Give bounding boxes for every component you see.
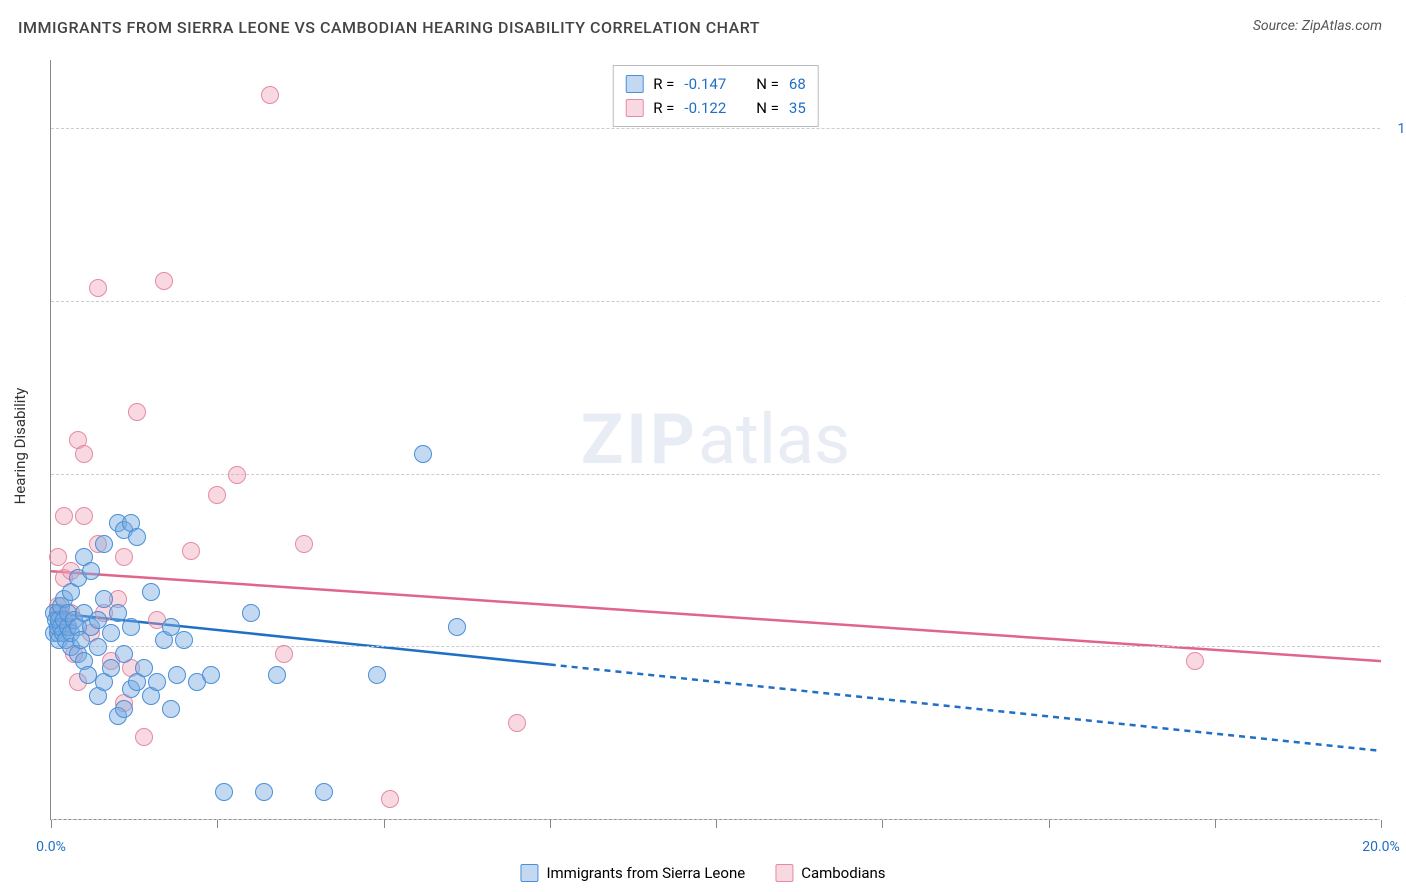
point-series-a — [448, 618, 466, 636]
x-tick — [51, 820, 52, 828]
legend-item-series-b: Cambodians — [775, 864, 885, 882]
scatter-plot-area: ZIPatlas R = -0.147 N = 68 R = -0.122 N … — [50, 60, 1380, 820]
source-label: Source: — [1253, 18, 1302, 34]
point-series-a — [168, 666, 186, 684]
point-series-a — [255, 783, 273, 801]
point-series-b — [208, 486, 226, 504]
x-tick-label: 20.0% — [1362, 839, 1400, 855]
point-series-a — [95, 535, 113, 553]
point-series-b — [381, 790, 399, 808]
x-tick-label: 0.0% — [36, 839, 66, 855]
point-series-a — [368, 666, 386, 684]
point-series-a — [162, 700, 180, 718]
point-series-a — [202, 666, 220, 684]
point-series-b — [228, 466, 246, 484]
point-series-a — [142, 583, 160, 601]
point-series-a — [102, 624, 120, 642]
series-legend: Immigrants from Sierra Leone Cambodians — [520, 864, 885, 882]
point-series-b — [295, 535, 313, 553]
swatch-series-a — [520, 864, 538, 882]
point-series-b — [508, 714, 526, 732]
point-series-b — [155, 272, 173, 290]
point-series-a — [79, 666, 97, 684]
swatch-series-b — [775, 864, 793, 882]
point-series-b — [1186, 652, 1204, 670]
point-series-a — [115, 700, 133, 718]
point-series-a — [128, 528, 146, 546]
x-tick — [882, 820, 883, 828]
point-series-a — [242, 604, 260, 622]
point-series-b — [75, 445, 93, 463]
point-series-a — [215, 783, 233, 801]
chart-title: IMMIGRANTS FROM SIERRA LEONE VS CAMBODIA… — [18, 18, 760, 37]
point-series-a — [148, 673, 166, 691]
point-series-b — [89, 279, 107, 297]
grid-line — [51, 128, 1380, 129]
grid-line — [51, 646, 1380, 647]
point-series-b — [182, 542, 200, 560]
x-tick — [384, 820, 385, 828]
x-tick — [217, 820, 218, 828]
y-tick-label: 10.0% — [1397, 121, 1406, 137]
point-series-a — [115, 645, 133, 663]
point-series-b — [75, 507, 93, 525]
legend-label: Immigrants from Sierra Leone — [546, 864, 745, 882]
point-series-b — [135, 728, 153, 746]
grid-line — [51, 301, 1380, 302]
source-name: ZipAtlas.com — [1302, 18, 1382, 34]
point-series-a — [89, 638, 107, 656]
point-series-b — [128, 403, 146, 421]
point-series-b — [261, 86, 279, 104]
y-axis-title: Hearing Disability — [11, 388, 29, 505]
point-series-a — [102, 659, 120, 677]
point-series-b — [55, 507, 73, 525]
point-series-a — [315, 783, 333, 801]
point-series-a — [122, 618, 140, 636]
x-tick — [1215, 820, 1216, 828]
point-series-b — [275, 645, 293, 663]
point-series-a — [82, 562, 100, 580]
x-tick — [1049, 820, 1050, 828]
legend-item-series-a: Immigrants from Sierra Leone — [520, 864, 745, 882]
x-tick — [716, 820, 717, 828]
trend-lines — [51, 60, 1381, 820]
point-series-a — [268, 666, 286, 684]
grid-line — [51, 474, 1380, 475]
source-attribution: Source: ZipAtlas.com — [1253, 18, 1382, 34]
x-tick — [550, 820, 551, 828]
point-series-a — [175, 631, 193, 649]
legend-label: Cambodians — [801, 864, 885, 882]
point-series-b — [115, 548, 133, 566]
point-series-a — [414, 445, 432, 463]
x-tick — [1381, 820, 1382, 828]
